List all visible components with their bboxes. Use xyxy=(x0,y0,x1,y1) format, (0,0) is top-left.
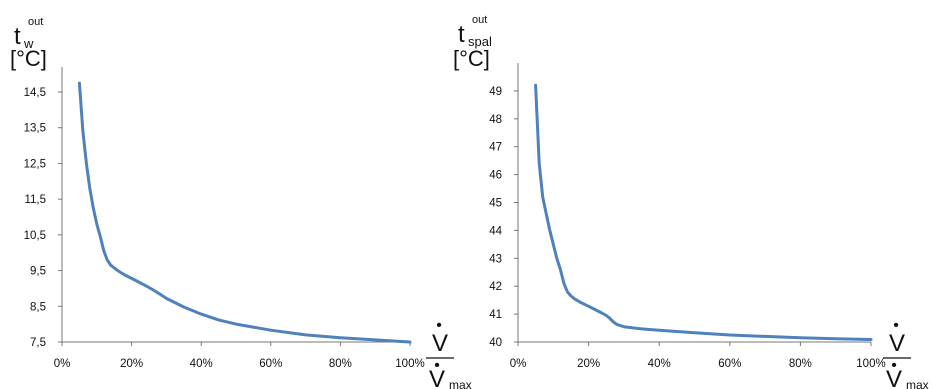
y-axis-title-subscript: w xyxy=(23,36,34,51)
y-tick-label: 11,5 xyxy=(24,194,46,206)
y-tick-label: 9,5 xyxy=(30,266,46,278)
y-axis-unit: [°C] xyxy=(10,46,47,71)
x-tick-label: 20% xyxy=(120,358,143,370)
y-tick-label: 10,5 xyxy=(24,230,46,242)
y-axis-title-superscript: out xyxy=(472,14,487,26)
x-axis-title-numerator: V xyxy=(889,330,905,357)
chart-1: 7,5 8,5 9,5 10,5 11,5 12,5 13,5 14,5 0% 20% 40% 60%… xyxy=(10,16,472,389)
y-tick-label: 41 xyxy=(489,309,502,321)
x-tick-label: 0% xyxy=(510,358,527,370)
y-tick-label: 12,5 xyxy=(24,158,46,170)
y-tick-label: 49 xyxy=(489,86,502,98)
x-tick-label: 0% xyxy=(54,358,71,370)
x-axis-title-subscript: max xyxy=(449,378,472,389)
y-tick-label: 7,5 xyxy=(30,337,46,349)
x-tick-label: 100% xyxy=(856,358,885,370)
x-tick-label: 80% xyxy=(329,358,352,370)
y-tick-label: 46 xyxy=(489,170,502,182)
y-tick-label: 47 xyxy=(489,142,502,154)
y-axis-unit: [°C] xyxy=(453,46,490,71)
flow-rate-dot-bottom: • xyxy=(434,357,440,374)
x-tick-label: 40% xyxy=(648,358,671,370)
x-tick-label: 60% xyxy=(718,358,741,370)
x-axis-title-denominator: V xyxy=(886,366,902,389)
y-axis-title-subscript: spal xyxy=(468,34,492,49)
x-axis-title-denominator: V xyxy=(429,366,445,389)
x-tick-label: 60% xyxy=(259,358,282,370)
x-tick-label: 40% xyxy=(190,358,213,370)
y-tick-label: 43 xyxy=(489,253,502,265)
flow-rate-dot-bottom: • xyxy=(891,357,897,374)
flow-rate-dot-top: • xyxy=(893,317,899,334)
y-tick-label: 40 xyxy=(489,337,502,349)
y-axis-title-superscript: out xyxy=(28,16,43,28)
x-tick-label: 100% xyxy=(395,358,424,370)
x-tick-label: 80% xyxy=(789,358,812,370)
series-line xyxy=(77,81,412,344)
y-tick-label: 14,5 xyxy=(24,87,46,99)
flow-rate-dot-top: • xyxy=(436,317,442,334)
y-tick-label: 13,5 xyxy=(24,123,46,135)
chart-2: 40 41 42 43 44 45 46 47 48 49 0% 20% 40% 60% 80% 100% t s… xyxy=(453,14,929,389)
series-line xyxy=(534,83,873,341)
y-tick-label: 8,5 xyxy=(30,301,46,313)
y-axis-title: t xyxy=(458,21,465,48)
y-tick-label: 44 xyxy=(489,225,502,237)
y-tick-label: 42 xyxy=(489,281,502,293)
y-tick-label: 48 xyxy=(489,114,502,126)
x-axis-title-numerator: V xyxy=(432,330,448,357)
y-tick-label: 45 xyxy=(489,198,502,210)
x-tick-label: 20% xyxy=(577,358,600,370)
x-axis-title-subscript: max xyxy=(906,378,929,389)
y-axis-title: t xyxy=(14,23,21,50)
